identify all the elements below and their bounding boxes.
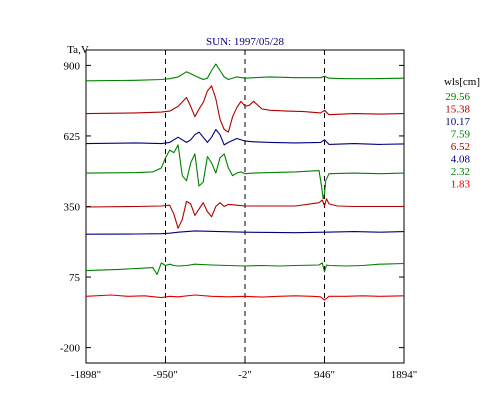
series-line-15.38 xyxy=(85,85,405,133)
legend-entry-4.08: 4.08 xyxy=(451,154,471,166)
y-tick-label--200: -200 xyxy=(60,343,81,355)
y-axis-label: Ta,V xyxy=(67,44,89,56)
x-tick-label-1894: 1894" xyxy=(391,369,418,381)
x-axis-ticks: -1898" -950" -2" 946" 1894" xyxy=(71,358,417,381)
legend-entry-7.59: 7.59 xyxy=(451,129,471,141)
legend-entry-15.38: 15.38 xyxy=(445,104,470,116)
series-lines xyxy=(85,63,405,301)
y-tick-label-75: 75 xyxy=(69,272,81,284)
x-tick-label--2: -2" xyxy=(238,369,252,381)
series-line-1.83 xyxy=(85,294,405,301)
y-tick-label-350: 350 xyxy=(64,202,81,214)
series-line-7.59 xyxy=(85,144,405,200)
legend-entry-2.32: 2.32 xyxy=(451,166,470,178)
chart-title: SUN: 1997/05/28 xyxy=(206,36,284,48)
series-line-4.08 xyxy=(85,230,405,235)
legend-entry-1.83: 1.83 xyxy=(451,179,471,191)
legend-entry-29.56: 29.56 xyxy=(445,91,470,103)
legend-entry-10.17: 10.17 xyxy=(445,116,470,128)
series-line-29.56 xyxy=(85,63,405,82)
legend-entry-6.52: 6.52 xyxy=(451,141,470,153)
x-tick-label--1898: -1898" xyxy=(71,369,101,381)
y-tick-label-625: 625 xyxy=(64,131,81,143)
series-line-2.32 xyxy=(85,262,405,276)
series-line-6.52 xyxy=(85,198,404,229)
x-tick-label--950: -950" xyxy=(153,369,178,381)
legend-title: wls[cm] xyxy=(444,76,480,88)
series-line-10.17 xyxy=(85,128,405,146)
x-tick-label-946: 946" xyxy=(314,369,335,381)
y-tick-label-900: 900 xyxy=(64,60,81,72)
